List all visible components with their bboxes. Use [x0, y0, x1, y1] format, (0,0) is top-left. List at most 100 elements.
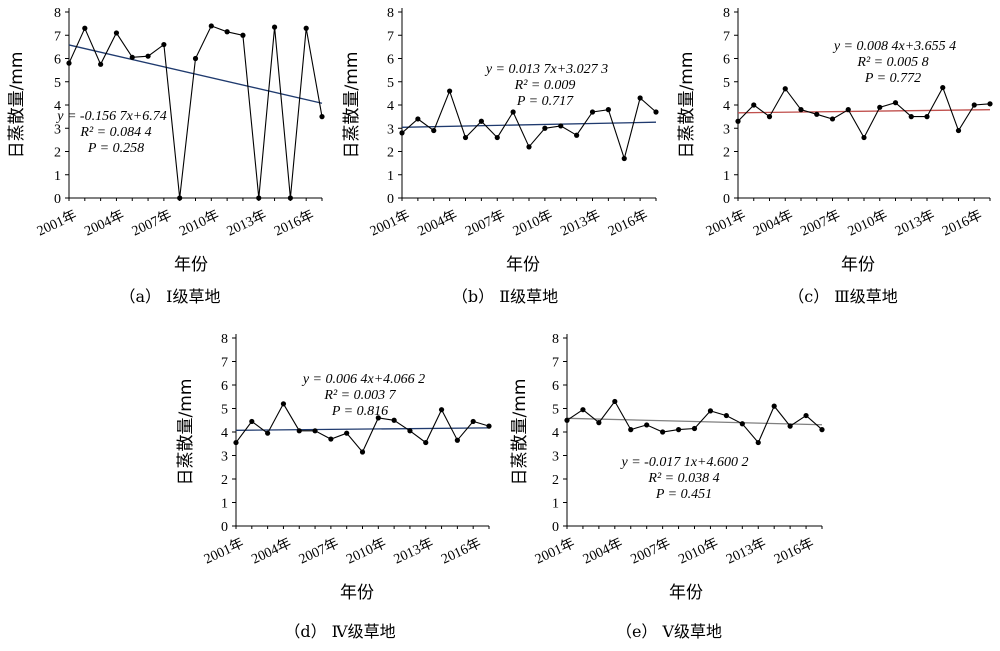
x-tick-label: 2016年: [940, 207, 985, 239]
data-point: [344, 430, 350, 436]
regression-annotation: y = 0.008 4x+3.655 4: [832, 39, 956, 54]
y-tick-label: 5: [723, 76, 730, 91]
y-axis-label: 日蒸散量/mm: [677, 52, 697, 159]
data-point: [653, 109, 659, 115]
regression-annotation: R² = 0.005 8: [856, 55, 928, 70]
data-point: [177, 195, 183, 201]
data-point: [113, 30, 120, 36]
data-point: [574, 132, 580, 138]
x-tick-label: 2010年: [344, 535, 389, 567]
chart-panel-a: 0 1 2 3 4 5 6 7 8 2001年 2004年 2007年 2010年 2013年 2016年 y…: [7, 6, 325, 306]
data-point: [971, 102, 977, 108]
chart-panel-e: 0 1 2 3 4 5 6 7 8 2001年 2004年 2007年 2010年 2013年 2016年 y…: [510, 332, 825, 641]
data-point: [265, 430, 271, 436]
x-tick-label: 2004年: [249, 535, 294, 567]
y-tick-label: 0: [221, 520, 228, 535]
data-point: [782, 86, 788, 92]
data-point: [423, 439, 429, 446]
data-point: [208, 23, 214, 29]
data-point: [494, 134, 500, 141]
y-tick-label: 3: [552, 450, 559, 465]
data-point: [612, 398, 618, 405]
y-tick-label: 2: [221, 473, 228, 488]
x-tick-label: 2004年: [415, 207, 460, 239]
trend-line: [68, 44, 323, 104]
x-tick-label: 2016年: [772, 535, 817, 567]
data-point: [240, 32, 246, 38]
x-tick-label: 2010年: [177, 207, 222, 239]
trend-line: [737, 109, 991, 114]
data-point: [819, 427, 825, 433]
data-point: [845, 107, 851, 113]
x-tick-label: 2001年: [368, 207, 413, 239]
trend-line: [566, 417, 823, 426]
regression-annotation: R² = 0.038 4: [647, 471, 719, 486]
data-point: [580, 407, 586, 413]
data-point: [542, 125, 548, 131]
x-tick-label: 2013年: [558, 207, 603, 239]
y-tick-label: 5: [552, 403, 559, 418]
y-tick-label: 3: [387, 122, 394, 137]
y-tick-label: 4: [723, 99, 730, 114]
x-axis-label: 年份: [506, 255, 540, 275]
y-tick-label: 2: [387, 146, 394, 161]
y-tick-label: 8: [54, 6, 61, 21]
y-tick-label: 5: [387, 76, 394, 91]
data-point: [249, 418, 255, 425]
data-point: [771, 403, 777, 409]
regression-annotation: P = 0.772: [864, 71, 921, 86]
regression-annotation: y = 0.013 7x+3.027 3: [484, 62, 608, 77]
data-point: [660, 429, 666, 435]
x-tick-label: 2001年: [533, 535, 578, 567]
data-point: [628, 427, 634, 433]
data-point: [280, 401, 287, 407]
y-tick-label: 3: [723, 122, 730, 137]
data-point: [861, 134, 867, 141]
y-tick-label: 0: [54, 192, 61, 207]
data-point: [908, 114, 914, 120]
data-point: [407, 428, 413, 434]
x-tick-label: 2016年: [439, 535, 484, 567]
data-point: [755, 439, 761, 446]
data-point: [691, 425, 698, 432]
data-point: [447, 88, 453, 94]
data-point: [707, 408, 714, 414]
chart-panel-d: 0 1 2 3 4 5 6 7 8 2001年 2004年 2007年 2010年 2013年 2016年 y…: [176, 332, 492, 641]
data-point: [438, 407, 445, 413]
data-point: [526, 144, 532, 150]
data-point: [271, 24, 278, 30]
x-axis-label: 年份: [669, 583, 703, 603]
x-tick-label: 2010年: [676, 535, 721, 567]
y-tick-label: 0: [387, 192, 394, 207]
x-axis-label: 年份: [340, 583, 374, 603]
data-point: [596, 420, 602, 426]
data-point: [359, 449, 366, 455]
data-point: [375, 415, 381, 421]
x-tick-label: 2001年: [35, 207, 80, 239]
data-point: [391, 417, 397, 423]
data-point: [145, 53, 151, 59]
y-axis-label: 日蒸散量/mm: [342, 52, 362, 159]
data-point: [803, 412, 809, 419]
x-tick-label: 2007年: [628, 535, 673, 567]
data-point: [478, 118, 484, 124]
y-tick-label: 1: [221, 497, 228, 512]
panel-caption: （e） Ⅴ级草地: [616, 622, 722, 641]
x-tick-label: 2016年: [606, 207, 651, 239]
y-tick-label: 1: [552, 497, 559, 512]
y-tick-label: 8: [723, 6, 730, 21]
data-point: [319, 114, 325, 120]
data-point: [605, 107, 611, 113]
y-tick-label: 2: [54, 146, 61, 161]
panel-caption: （c） Ⅲ级草地: [788, 287, 897, 306]
regression-annotation: P = 0.258: [87, 141, 144, 156]
data-point: [955, 127, 962, 134]
data-point: [877, 104, 883, 110]
data-point: [66, 60, 72, 66]
y-tick-label: 7: [221, 356, 228, 371]
data-point: [798, 107, 804, 113]
x-tick-label: 2007年: [296, 535, 341, 567]
x-tick-label: 2004年: [751, 207, 796, 239]
regression-annotation: y = -0.156 7x+6.74: [55, 109, 166, 124]
y-tick-label: 0: [723, 192, 730, 207]
